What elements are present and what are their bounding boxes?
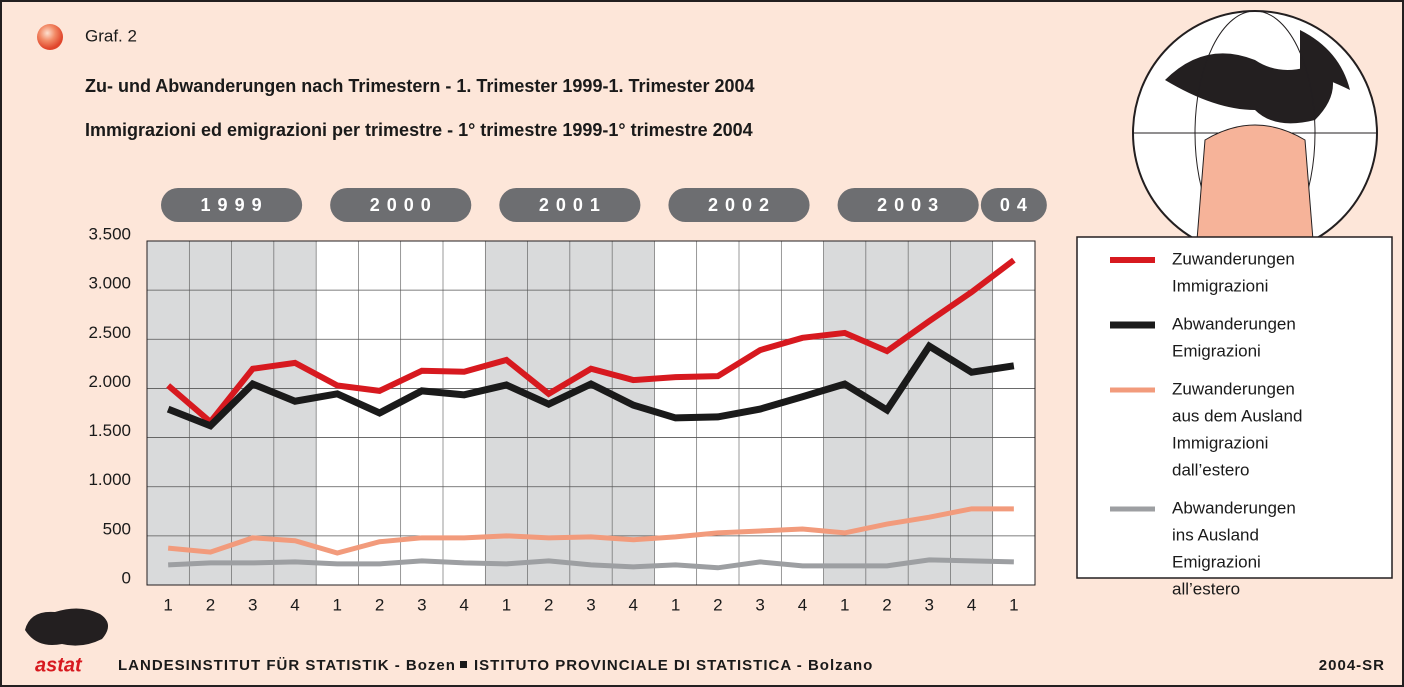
x-tick-label: 1 xyxy=(502,595,511,614)
x-tick-label: 4 xyxy=(798,595,807,614)
x-tick-label: 3 xyxy=(925,595,934,614)
y-tick-label: 2.500 xyxy=(88,323,131,342)
year-label: 1999 xyxy=(201,195,269,215)
year-label: 2002 xyxy=(708,195,776,215)
series-line xyxy=(166,257,1016,427)
footer-logo: astat xyxy=(35,654,83,676)
bullet xyxy=(37,24,63,50)
footer-right: ISTITUTO PROVINCIALE DI STATISTICA - Bol… xyxy=(474,657,873,674)
x-tick-label: 2 xyxy=(206,595,215,614)
year-pill xyxy=(330,188,472,222)
x-tick-label: 3 xyxy=(586,595,595,614)
year-label: 2000 xyxy=(370,195,438,215)
year-pill xyxy=(668,188,810,222)
x-tick-label: 3 xyxy=(248,595,257,614)
footer-left: LANDESINSTITUT FÜR STATISTIK - Bozen xyxy=(118,657,456,674)
x-tick-label: 4 xyxy=(290,595,299,614)
year-pill xyxy=(837,188,979,222)
x-tick-label: 1 xyxy=(840,595,849,614)
year-label: 04 xyxy=(1000,195,1034,215)
year-label: 2001 xyxy=(539,195,607,215)
y-tick-label: 2.000 xyxy=(88,372,131,391)
year-pill xyxy=(161,188,303,222)
legend-label: Abwanderungen xyxy=(1172,314,1296,333)
legend-label: Emigrazioni xyxy=(1172,552,1261,571)
series-line xyxy=(167,506,1014,556)
x-tick-label: 2 xyxy=(882,595,891,614)
x-tick-label: 2 xyxy=(544,595,553,614)
legend-label: Emigrazioni xyxy=(1172,341,1261,360)
x-tick-label: 3 xyxy=(755,595,764,614)
y-tick-label: 1.500 xyxy=(88,421,131,440)
y-tick-label: 3.000 xyxy=(88,274,131,293)
y-tick-label: 1.000 xyxy=(88,470,131,489)
astat-logo xyxy=(25,608,109,646)
y-tick-label: 0 xyxy=(122,568,131,587)
footer-separator xyxy=(460,661,467,668)
year-pill xyxy=(980,188,1047,222)
y-tick-label: 500 xyxy=(103,519,131,538)
x-tick-label: 2 xyxy=(375,595,384,614)
legend-label: all’estero xyxy=(1172,579,1240,598)
x-tick-label: 4 xyxy=(629,595,638,614)
series-line xyxy=(166,341,1015,430)
y-tick-label: 3.500 xyxy=(88,224,131,243)
year-pill xyxy=(499,188,641,222)
chart-title: Zu- und Abwanderungen nach Trimestern - … xyxy=(85,76,755,96)
x-tick-label: 1 xyxy=(163,595,172,614)
legend-label: Zuwanderungen xyxy=(1172,249,1295,268)
plot-frame xyxy=(146,240,1036,586)
x-tick-label: 3 xyxy=(417,595,426,614)
legend-label: Abwanderungen xyxy=(1172,498,1296,517)
legend-label: dall’estero xyxy=(1172,460,1250,479)
x-tick-label: 4 xyxy=(459,595,468,614)
legend-label: aus dem Ausland xyxy=(1172,406,1302,425)
x-tick-label: 1 xyxy=(1009,595,1018,614)
x-tick-label: 2 xyxy=(713,595,722,614)
legend-label: Immigrazioni xyxy=(1172,276,1268,295)
x-tick-label: 4 xyxy=(967,595,976,614)
series-line xyxy=(168,557,1014,571)
legend-label: Immigrazioni xyxy=(1172,433,1268,452)
chart-subtitle: Immigrazioni ed emigrazioni per trimestr… xyxy=(85,120,753,140)
globe-illustration xyxy=(1132,10,1378,256)
footer-code: 2004-SR xyxy=(1319,657,1385,674)
legend-label: ins Ausland xyxy=(1172,525,1259,544)
legend-label: Zuwanderungen xyxy=(1172,379,1295,398)
x-tick-label: 1 xyxy=(671,595,680,614)
legend xyxy=(1076,236,1393,579)
year-label: 2003 xyxy=(877,195,945,215)
x-tick-label: 1 xyxy=(333,595,342,614)
graph-label: Graf. 2 xyxy=(85,26,137,45)
